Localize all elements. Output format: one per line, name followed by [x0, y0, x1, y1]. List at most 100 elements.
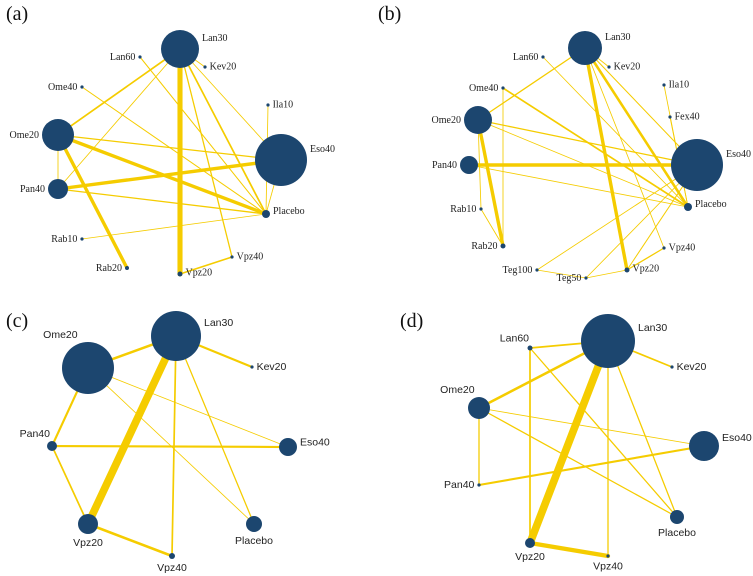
node-label-ome20: Ome20	[43, 329, 78, 341]
edge-pan40-placebo	[57, 188, 267, 215]
edge-lan30-vpz40	[179, 48, 233, 258]
edge-vpz20-vpz40	[626, 247, 665, 271]
edge-lan60-placebo	[542, 56, 689, 208]
edge-vpz20-vpz40	[179, 256, 233, 275]
edge-vpz20-vpz40	[86, 522, 174, 558]
node-label-lan60: Lan60	[110, 52, 136, 63]
node-label-pan40: Pan40	[444, 479, 475, 491]
node-label-lan30: Lan30	[638, 322, 667, 334]
edges	[467, 46, 699, 279]
edge-lan30-eso40	[584, 47, 698, 166]
node-lan30	[568, 31, 602, 65]
network-panel-4: (d) Lan30 Lan60 Kev20 Ome20 Eso40 Pan40 Placebo…	[400, 310, 752, 573]
edge-lan30-ome20	[477, 47, 586, 121]
node-label-ome20: Ome20	[432, 115, 461, 126]
network-panel-3: (c) Lan30 Ome20 Kev20 Pan40 Eso40 Vpz20 Placebo…	[6, 310, 330, 574]
node-label-vpz40: Vpz40	[669, 242, 696, 253]
node-label-vpz40: Vpz40	[157, 562, 187, 574]
node-placebo	[262, 210, 270, 218]
node-rab10	[479, 207, 483, 211]
node-label-lan30: Lan30	[605, 32, 631, 43]
node-label-vpz40: Vpz40	[593, 561, 623, 573]
node-label-kev20: Kev20	[210, 61, 237, 72]
node-label-rab20: Rab20	[471, 241, 497, 252]
node-label-teg50: Teg50	[557, 273, 582, 284]
node-ome20	[42, 119, 74, 151]
node-eso40	[689, 431, 719, 461]
node-pan40	[460, 156, 478, 174]
edge-rab10-rab20	[480, 208, 504, 247]
node-label-pan40: Pan40	[432, 160, 457, 171]
node-label-rab10: Rab10	[51, 234, 77, 245]
node-rab20	[125, 266, 129, 270]
edge-lan30-vpz20	[84, 332, 180, 528]
node-fex40	[668, 115, 672, 119]
node-ome20	[464, 106, 492, 134]
node-label-placebo: Placebo	[695, 199, 727, 210]
edge-ome20-eso40	[57, 134, 282, 161]
node-label-eso40: Eso40	[726, 149, 751, 160]
edge-vpz20-vpz40	[527, 540, 611, 559]
node-kev20	[250, 365, 254, 369]
node-label-placebo: Placebo	[273, 206, 305, 217]
node-rab10	[80, 237, 84, 241]
network-panel-1: (a) Lan30 Lan60 Kev20 Ome40 Ila10 Ome20 Eso40 Pa…	[6, 3, 335, 279]
edge-rab10-ome20	[477, 119, 482, 210]
node-vpz40	[606, 554, 610, 558]
node-lan60	[541, 55, 545, 59]
node-label-kev20: Kev20	[257, 361, 287, 373]
edge-teg100-teg50	[536, 269, 587, 279]
node-label-vpz20: Vpz20	[633, 264, 660, 275]
node-label-vpz20: Vpz20	[186, 268, 213, 279]
node-label-fex40: Fex40	[675, 111, 700, 122]
node-pan40	[48, 179, 68, 199]
node-label-eso40: Eso40	[722, 432, 752, 444]
nodes: Lan30 Lan60 Kev20 Ome20 Eso40 Pan40 Placebo Vpz…	[440, 314, 752, 573]
edge-ome20-placebo	[478, 407, 678, 518]
node-teg100	[535, 268, 539, 272]
edge-pan40-eso40	[477, 444, 706, 487]
node-lan30	[151, 311, 201, 361]
node-label-vpz20: Vpz20	[515, 551, 545, 563]
edge-pan40-vpz20	[51, 445, 89, 525]
edge-lan60-placebo	[139, 56, 267, 215]
node-label-vpz40: Vpz40	[237, 251, 264, 262]
node-label-eso40: Eso40	[310, 144, 335, 155]
node-ome40	[80, 85, 84, 89]
node-eso40	[279, 438, 297, 456]
node-lan60	[527, 345, 533, 351]
edges	[50, 332, 290, 558]
edge-lan30-placebo	[583, 46, 690, 209]
edge-lan60-placebo	[529, 347, 678, 518]
node-eso40	[255, 134, 307, 186]
edge-pan40-placebo	[468, 164, 689, 208]
node-label-lan60: Lan60	[513, 52, 539, 63]
edge-ome40-placebo	[81, 86, 267, 215]
node-placebo	[246, 516, 262, 532]
node-vpz40	[169, 553, 175, 559]
edge-lan30-ome20	[57, 48, 181, 136]
node-label-rab10: Rab10	[450, 204, 476, 215]
node-label-rab20: Rab20	[96, 263, 122, 274]
node-lan60	[138, 55, 142, 59]
node-vpz40	[662, 246, 666, 250]
node-label-lan30: Lan30	[204, 317, 233, 329]
node-kev20	[670, 365, 674, 369]
node-ome20	[468, 397, 490, 419]
edge-rab10-placebo	[81, 213, 267, 240]
node-teg50	[584, 276, 588, 280]
node-label-teg100: Teg100	[503, 265, 533, 276]
node-label-ome40: Ome40	[48, 82, 77, 93]
node-pan40	[477, 483, 481, 487]
node-vpz20	[78, 514, 98, 534]
node-lan30	[161, 30, 199, 68]
node-ila10	[266, 103, 270, 107]
node-kev20	[607, 65, 611, 69]
edge-teg50-vpz20	[585, 269, 628, 279]
panel-label: (a)	[6, 3, 28, 25]
node-label-ome40: Ome40	[469, 83, 498, 94]
panel-label: (d)	[400, 310, 423, 332]
node-ome40	[501, 86, 505, 90]
node-label-kev20: Kev20	[677, 361, 707, 373]
